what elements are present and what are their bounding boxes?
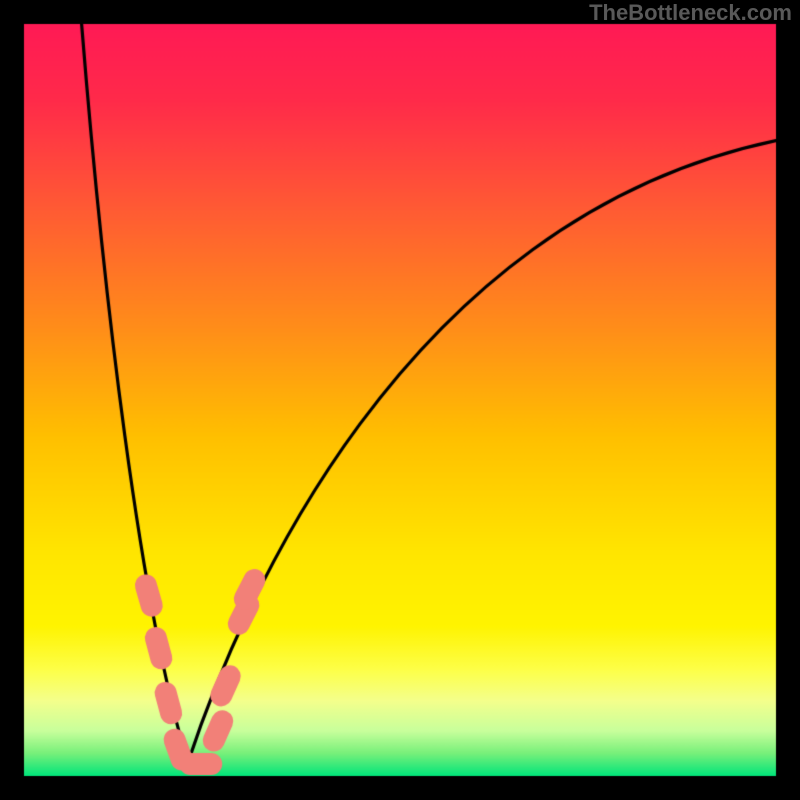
chart-stage: TheBottleneck.com: [0, 0, 800, 800]
chart-canvas: [0, 0, 800, 800]
watermark-text: TheBottleneck.com: [589, 0, 792, 26]
